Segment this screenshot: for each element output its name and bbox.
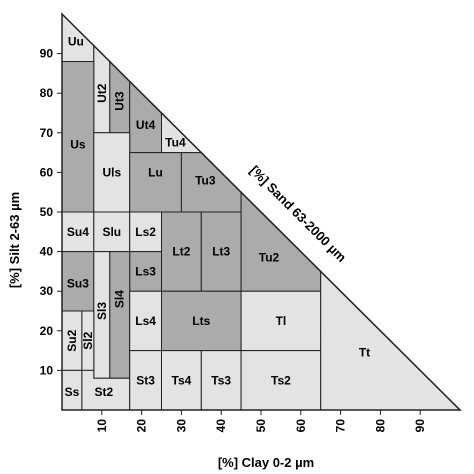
y-axis-title: [%] Silt 2-63 µm	[7, 192, 22, 288]
class-label-ut3: Ut3	[113, 91, 127, 111]
class-label-su4: Su4	[67, 225, 89, 239]
y-tick-label: 90	[40, 47, 54, 61]
class-label-tl: Tl	[276, 314, 287, 328]
class-label-ss: Ss	[65, 385, 80, 399]
class-label-slu: Slu	[102, 225, 121, 239]
y-tick-label: 80	[40, 86, 54, 100]
y-tick-label: 40	[40, 245, 54, 259]
y-tick-label: 30	[40, 284, 54, 298]
class-label-ut2: Ut2	[95, 83, 109, 103]
x-tick-label: 90	[413, 419, 427, 433]
class-label-ut4: Ut4	[136, 118, 156, 132]
class-label-tu3: Tu3	[195, 173, 216, 187]
class-label-uu: Uu	[68, 35, 84, 49]
y-tick-label: 50	[40, 205, 54, 219]
y-tick-label: 60	[40, 165, 54, 179]
class-label-lu: Lu	[148, 165, 163, 179]
class-label-lt3: Lt3	[212, 245, 230, 259]
class-label-tu4: Tu4	[165, 136, 186, 150]
class-label-ts2: Ts2	[271, 373, 291, 387]
class-label-ts3: Ts3	[211, 373, 231, 387]
class-label-tt: Tt	[359, 346, 370, 360]
class-label-ls2: Ls2	[135, 225, 156, 239]
x-axis-title: [%] Clay 0-2 µm	[218, 455, 314, 470]
class-label-sl4: Sl4	[113, 290, 127, 308]
x-tick-label: 40	[214, 419, 228, 433]
class-label-st3: St3	[136, 373, 155, 387]
x-tick-label: 70	[334, 419, 348, 433]
x-tick-label: 10	[95, 419, 109, 433]
x-tick-label: 60	[294, 419, 308, 433]
x-tick-label: 80	[373, 419, 387, 433]
y-tick-label: 70	[40, 126, 54, 140]
class-label-ls3: Ls3	[135, 264, 156, 278]
class-label-lt2: Lt2	[172, 245, 190, 259]
x-tick-label: 30	[174, 419, 188, 433]
class-label-su3: Su3	[67, 276, 89, 290]
class-label-sl3: Sl3	[95, 302, 109, 320]
axis-ticks-layer: 10 20 30 40 50 60 70 80 90 10 20 30 40 50 60 70 80 90	[40, 47, 428, 433]
x-tick-label: 50	[254, 419, 268, 433]
x-tick-label: 20	[135, 419, 149, 433]
class-label-ts4: Ts4	[172, 373, 192, 387]
class-label-su2: Su2	[65, 329, 79, 351]
class-label-sl2: Sl2	[81, 331, 95, 349]
class-region-sl4	[109, 251, 131, 379]
class-label-us: Us	[70, 138, 86, 152]
class-label-tu2: Tu2	[259, 251, 280, 265]
class-label-st2: St2	[94, 385, 113, 399]
class-label-lts: Lts	[192, 314, 210, 328]
class-label-uls: Uls	[102, 165, 121, 179]
y-tick-label: 20	[40, 324, 54, 338]
class-label-ls4: Ls4	[135, 314, 156, 328]
texture-class-labels-layer: Uu Ut2 Ut3 Ut4 Us Tu4 Uls Lu Tu3 Su4 Slu Ls2 Lt2 Lt3 T…	[65, 35, 371, 400]
class-region-lu	[129, 152, 182, 213]
y-tick-label: 10	[40, 363, 54, 377]
